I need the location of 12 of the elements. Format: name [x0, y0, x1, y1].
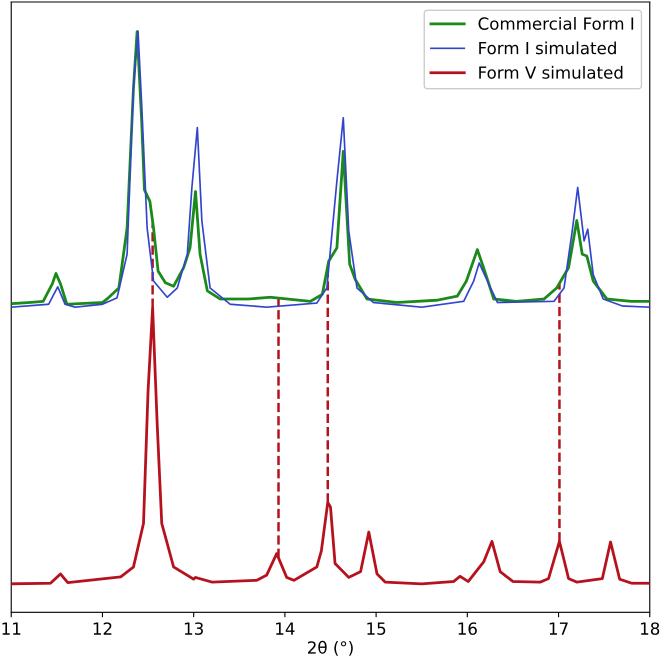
x-tick-label: 11 [2, 622, 20, 635]
x-tick-label: 12 [94, 622, 112, 635]
x-axis-title: 2θ (°) [308, 640, 353, 656]
x-tick-label: 13 [184, 622, 203, 635]
x-tick-label: 16 [458, 622, 477, 635]
x-tick-label: 15 [367, 622, 386, 635]
legend-label: Form I simulated [479, 41, 616, 54]
legend-label: Form V simulated [479, 66, 622, 79]
legend-label: Commercial Form I [478, 17, 634, 30]
x-tick-label: 17 [550, 622, 568, 635]
x-tick-label: 14 [276, 622, 295, 635]
x-tick-label: 18 [640, 622, 660, 635]
